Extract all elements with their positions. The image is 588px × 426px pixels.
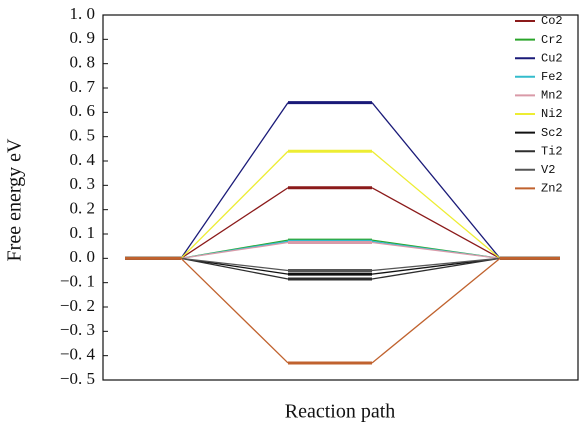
x-axis-label: Reaction path — [285, 401, 396, 423]
y-tick-label: 0. 7 — [70, 77, 96, 96]
y-tick-label: 0. 6 — [70, 101, 96, 120]
connector — [371, 257, 501, 364]
y-tick-label: 0. 5 — [70, 126, 96, 145]
connector — [180, 187, 289, 259]
y-tick-label: −0. 3 — [60, 320, 95, 339]
legend-label: Mn2 — [541, 89, 563, 103]
y-tick-label: 1. 0 — [70, 4, 96, 23]
y-tick-label: −0. 5 — [60, 369, 95, 388]
y-tick-label: 0. 1 — [70, 223, 96, 242]
y-tick-label: 0. 8 — [70, 53, 96, 72]
y-tick-label: 0. 9 — [70, 28, 96, 47]
legend-label: Sc2 — [541, 126, 563, 140]
y-tick-label: 0. 0 — [70, 247, 96, 266]
y-tick-label: 0. 2 — [70, 199, 96, 218]
plot-frame — [102, 14, 579, 381]
connector — [371, 102, 501, 259]
connector — [180, 257, 289, 272]
legend-label: Ti2 — [541, 144, 563, 158]
connector — [371, 257, 501, 280]
connector — [371, 187, 501, 259]
y-axis-label: Free energy eV — [4, 138, 26, 261]
y-tick-label: 0. 4 — [70, 150, 96, 169]
y-tick-label: −0. 1 — [60, 272, 95, 291]
legend-label: V2 — [541, 163, 555, 177]
legend-label: Ni2 — [541, 107, 563, 121]
y-tick-label: −0. 4 — [60, 345, 96, 364]
legend-label: Cr2 — [541, 33, 563, 47]
legend-label: Fe2 — [541, 70, 563, 84]
connector — [180, 150, 289, 259]
connector — [180, 241, 289, 259]
connector — [371, 241, 501, 259]
connector — [180, 257, 289, 364]
legend-label: Co2 — [541, 14, 563, 28]
legend-label: Cu2 — [541, 51, 563, 65]
connector — [180, 257, 289, 280]
connector — [371, 257, 501, 272]
connector — [371, 150, 501, 259]
connector — [180, 102, 289, 259]
y-tick-label: 0. 3 — [70, 174, 96, 193]
y-tick-label: −0. 2 — [60, 296, 95, 315]
legend-label: Zn2 — [541, 182, 563, 196]
